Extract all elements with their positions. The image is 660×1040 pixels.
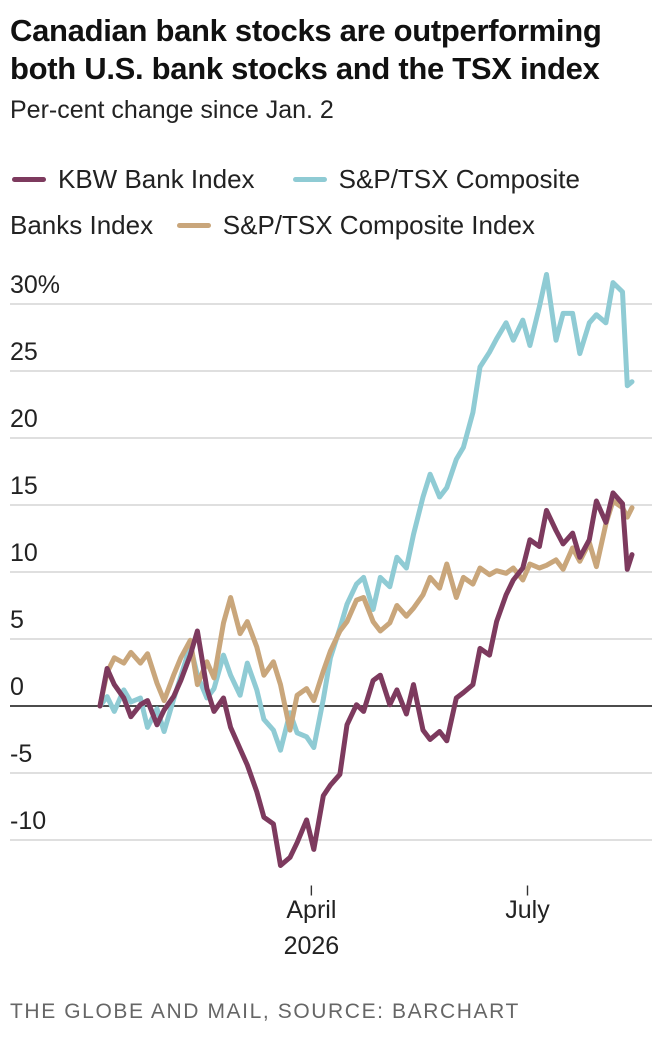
y-tick-label: 20 [10,405,38,433]
y-tick-label: 15 [10,472,38,500]
legend-label-tsx-banks: S&P/TSX Composite Banks Index [10,164,580,240]
gridlines [10,303,652,841]
legend-swatch-tsx-banks [292,176,327,182]
series-lines [97,272,635,868]
legend-item-tsx-banks: S&P/TSX Composite Banks Index [10,164,580,240]
series-line-kbw [97,490,635,868]
x-axis-ticks: April 2026 July [284,885,550,960]
legend-item-tsx: S&P/TSX Composite Index [175,210,535,240]
y-tick-label: -10 [10,807,46,835]
y-tick-label: 10 [10,539,38,567]
series-line-tsx [97,498,635,733]
y-tick-label: 25 [10,338,38,366]
x-tick-label: July [505,896,550,924]
series-line-tsx-banks [97,272,635,753]
legend-item-kbw: KBW Bank Index [10,164,255,194]
y-tick-label: 0 [10,673,24,701]
legend: KBW Bank Index S&P/TSX Composite Banks I… [10,156,650,248]
source-note: THE GLOBE AND MAIL, SOURCE: BARCHART [10,1000,520,1023]
legend-swatch-kbw [12,176,46,182]
legend-label-tsx: S&P/TSX Composite Index [222,210,535,240]
chart-title: Canadian bank stocks are outperforming b… [10,13,602,86]
line-chart: 30% 25 20 15 10 5 0 -5 -10 April 2026 July [10,271,652,960]
x-tick-label-year: 2026 [284,932,340,960]
chart-subtitle: Per-cent change since Jan. 2 [10,96,334,124]
x-tick-label: April [286,896,336,924]
y-tick-label: 5 [10,606,24,634]
legend-swatch-tsx [176,222,211,228]
y-tick-label: 30% [10,271,60,299]
y-tick-label: -5 [10,740,32,768]
legend-label-kbw: KBW Bank Index [58,164,255,194]
y-axis-tick-labels: 30% 25 20 15 10 5 0 -5 -10 [10,271,60,835]
